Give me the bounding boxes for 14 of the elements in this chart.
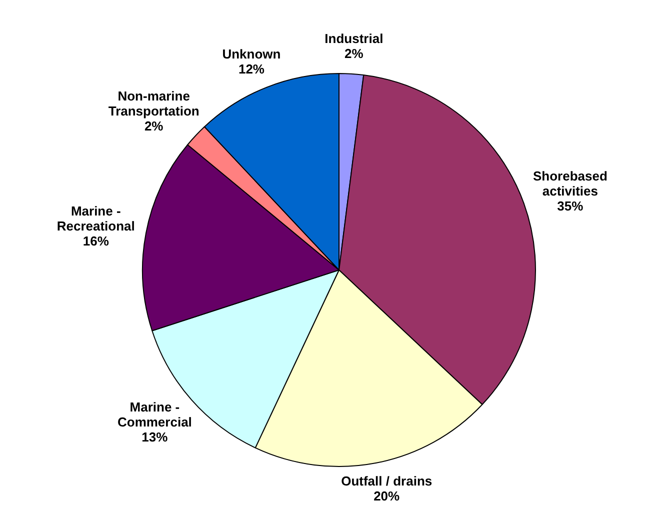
- data-label: 2%: [344, 46, 364, 62]
- data-label: 13%: [142, 429, 168, 444]
- slice-label: Unknown: [222, 46, 281, 62]
- data-label: 35%: [557, 198, 584, 214]
- slice-label: Marine - Recreational: [56, 203, 135, 234]
- slice-label: Shorebased activities: [532, 168, 608, 198]
- slice-label: Outfall / drains: [341, 474, 432, 489]
- data-label: 2%: [144, 118, 164, 134]
- slice-label: Non-marine Transportation: [108, 88, 200, 118]
- slice-label: Industrial: [324, 31, 384, 46]
- slice-label: Marine - Commercial: [117, 399, 192, 430]
- data-label: 20%: [374, 488, 400, 504]
- data-label: 12%: [238, 61, 265, 76]
- data-label: 16%: [82, 233, 110, 248]
